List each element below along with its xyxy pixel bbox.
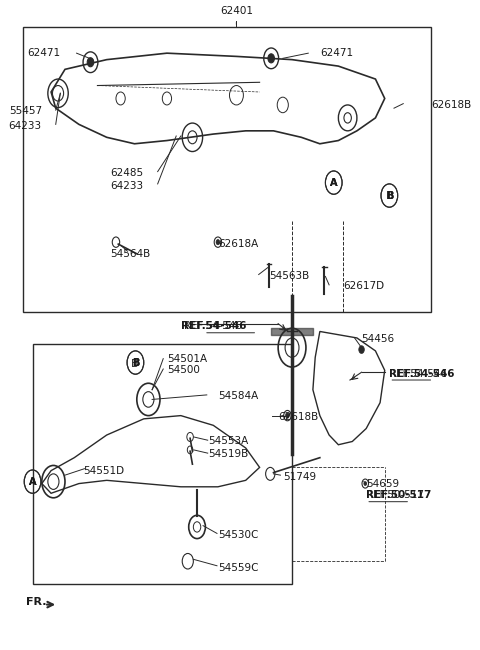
Text: 62617D: 62617D (343, 281, 384, 291)
Text: B: B (132, 358, 139, 367)
Text: A: A (29, 476, 36, 487)
Text: 62618A: 62618A (218, 239, 258, 249)
Text: 54530C: 54530C (218, 530, 258, 540)
Text: 54519B: 54519B (209, 449, 249, 460)
Text: REF.54-546: REF.54-546 (389, 369, 447, 378)
Text: 64233: 64233 (9, 121, 42, 131)
Text: 54501A: 54501A (167, 354, 207, 363)
Text: 54563B: 54563B (269, 272, 309, 281)
Text: 51749: 51749 (283, 472, 316, 482)
Text: A: A (330, 177, 337, 188)
Text: 54553A: 54553A (209, 437, 249, 447)
Circle shape (87, 58, 94, 67)
Text: 54559C: 54559C (218, 563, 258, 573)
Text: 54551D: 54551D (84, 465, 125, 476)
Text: 64233: 64233 (110, 181, 144, 191)
Text: 54456: 54456 (361, 334, 395, 345)
Text: REF.54-546: REF.54-546 (184, 321, 242, 332)
Text: 54584A: 54584A (218, 391, 258, 401)
Text: REF.50-517: REF.50-517 (366, 490, 424, 501)
Text: B: B (385, 190, 393, 201)
Text: B: B (132, 358, 139, 367)
Text: B: B (385, 190, 393, 201)
Bar (33, 344, 292, 584)
Text: A: A (29, 476, 36, 487)
Text: 54659: 54659 (366, 478, 399, 489)
Circle shape (286, 413, 289, 418)
Text: 62618B: 62618B (278, 412, 318, 422)
Text: 62485: 62485 (110, 168, 144, 178)
Text: A: A (29, 476, 36, 487)
Text: 55457: 55457 (9, 107, 42, 116)
Text: 62618B: 62618B (431, 100, 471, 110)
Bar (24, 27, 431, 312)
Circle shape (359, 346, 364, 354)
Circle shape (364, 482, 367, 486)
Text: B: B (385, 190, 393, 201)
Text: REF.54-546: REF.54-546 (180, 321, 246, 332)
Circle shape (268, 54, 275, 63)
Text: 62471: 62471 (320, 48, 353, 58)
Text: 62471: 62471 (27, 48, 60, 58)
Text: 54500: 54500 (167, 365, 200, 375)
Text: FR.: FR. (25, 597, 46, 607)
Text: B: B (131, 359, 138, 369)
Text: A: A (330, 177, 337, 188)
Text: REF.54-546: REF.54-546 (389, 369, 455, 378)
Circle shape (216, 240, 220, 245)
Text: REF.50-517: REF.50-517 (366, 490, 432, 501)
Text: A: A (330, 177, 337, 188)
Text: 54564B: 54564B (110, 249, 150, 259)
Text: 62401: 62401 (220, 6, 253, 16)
